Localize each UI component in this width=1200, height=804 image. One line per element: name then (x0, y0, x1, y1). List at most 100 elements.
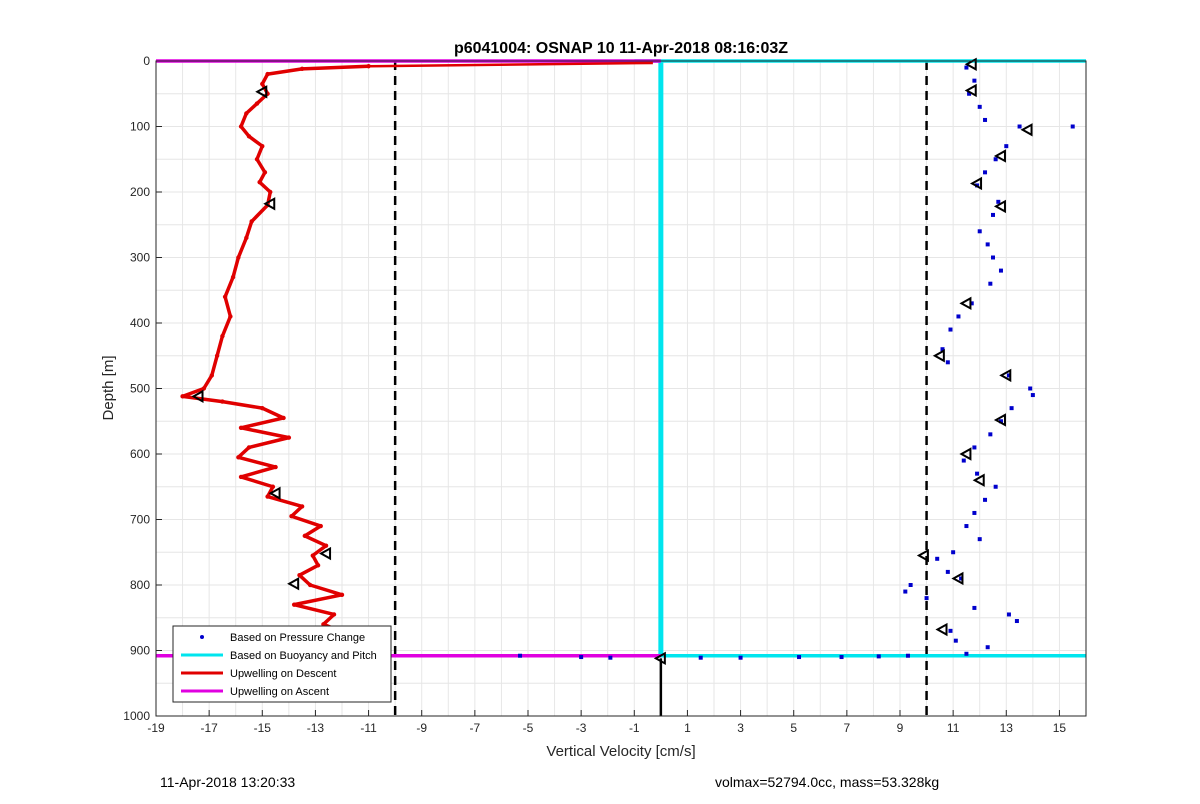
pressure-point (935, 556, 940, 561)
x-tick-label: -13 (307, 721, 325, 735)
pressure-point (964, 651, 969, 656)
descent-point (310, 553, 315, 558)
x-tick-label: 13 (1000, 721, 1014, 735)
triangle-marker (653, 651, 666, 666)
descent-point (238, 124, 244, 129)
descent-point (254, 157, 260, 162)
pressure-point (945, 360, 950, 365)
descent-point (230, 274, 236, 280)
descent-point (260, 143, 265, 149)
pressure-point (975, 471, 980, 476)
pressure-point (908, 583, 913, 587)
triangle-marker (959, 296, 972, 311)
x-tick-label: -19 (147, 721, 165, 735)
pressure-point (579, 655, 584, 660)
pressure-point (983, 497, 988, 502)
pressure-point (1017, 124, 1022, 129)
pressure-point (998, 419, 1003, 424)
pressure-point (1028, 386, 1033, 391)
pressure-point (998, 268, 1003, 273)
pressure-point (1004, 144, 1009, 149)
pressure-point (951, 550, 956, 555)
x-tick-label: -17 (200, 721, 218, 735)
footer-timestamp: 11-Apr-2018 13:20:33 (160, 774, 296, 790)
pressure-point (948, 628, 953, 633)
pressure-point (985, 242, 990, 247)
legend-box (172, 625, 392, 703)
pressure-point (1014, 619, 1019, 624)
x-tick-label: -3 (576, 721, 587, 735)
descent-point (246, 134, 252, 139)
descent-point (238, 474, 244, 480)
triangle-marker (191, 389, 204, 404)
pressure-point (738, 655, 743, 660)
descent-point (236, 255, 241, 260)
pressure-point (839, 655, 844, 660)
descent-point (270, 484, 276, 489)
descent-point (257, 179, 262, 185)
descent-point (302, 533, 307, 539)
x-tick-label: -1 (629, 721, 640, 735)
chart-title: p6041004: OSNAP 10 11-Apr-2018 08:16:03Z (454, 40, 788, 57)
pressure-point (1006, 612, 1011, 617)
descent-point (299, 66, 305, 72)
triangle-marker (268, 486, 281, 500)
axis-ticks: -19 -17 -15 -13 -11 -9 -7 -5 -3 -1 1 3 5 7 9 11 13 150100… (123, 54, 1066, 735)
triangle-markers (191, 57, 1033, 666)
pressure-point (993, 484, 998, 489)
descent-point (273, 464, 278, 470)
descent-point (297, 572, 302, 578)
triangle-marker (964, 57, 977, 71)
pressure-point (518, 653, 523, 658)
pressure-point (905, 653, 910, 658)
descent-point (260, 405, 265, 411)
descent-point (222, 294, 228, 299)
y-tick-label: 900 (130, 644, 150, 658)
legend-label: Based on Buoyancy and Pitch (230, 650, 377, 662)
triangle-marker (951, 571, 964, 586)
y-tick-label: 300 (130, 251, 150, 265)
x-tick-label: -15 (254, 721, 272, 735)
descent-point (214, 353, 220, 358)
triangle-marker (932, 349, 945, 363)
pressure-point (977, 104, 982, 109)
pressure-point (903, 589, 908, 594)
x-tick-label: 3 (737, 721, 744, 735)
descent-point (268, 189, 273, 195)
descent-point (236, 455, 241, 460)
descent-point (260, 81, 265, 87)
pressure-point (940, 347, 945, 352)
descent-point (209, 373, 214, 378)
x-tick-label: -7 (470, 721, 481, 735)
y-tick-label: 200 (130, 185, 150, 199)
x-tick-label: 9 (897, 721, 904, 735)
triangle-marker (255, 85, 268, 99)
pressure-point (972, 605, 977, 610)
descent-point (315, 563, 321, 568)
descent-point (331, 612, 337, 617)
pressure-point (988, 281, 993, 286)
pressure-point (698, 655, 703, 660)
pressure-point (996, 199, 1001, 204)
descent-point (265, 494, 270, 499)
legend-label: Upwelling on Descent (230, 668, 336, 680)
pressure-point (983, 117, 988, 122)
pressure-point (1070, 124, 1075, 129)
x-tick-label: -9 (416, 721, 427, 735)
descent-point (244, 111, 249, 116)
descent-point (289, 514, 294, 519)
triangle-marker (1020, 123, 1033, 137)
descent-point (244, 235, 249, 241)
y-tick-label: 400 (130, 316, 150, 330)
descent-point (339, 592, 345, 598)
legend-label: Based on Pressure Change (230, 632, 365, 644)
triangle-marker (263, 197, 276, 211)
pressure-point (991, 212, 995, 217)
descent-surface-line (368, 61, 653, 68)
x-tick-label: -5 (523, 721, 534, 735)
pressure-point (969, 301, 974, 306)
x-tick-label: 7 (844, 721, 851, 735)
descent-series-line (180, 64, 383, 657)
triangle-marker (993, 413, 1006, 427)
pressure-point (967, 91, 972, 96)
